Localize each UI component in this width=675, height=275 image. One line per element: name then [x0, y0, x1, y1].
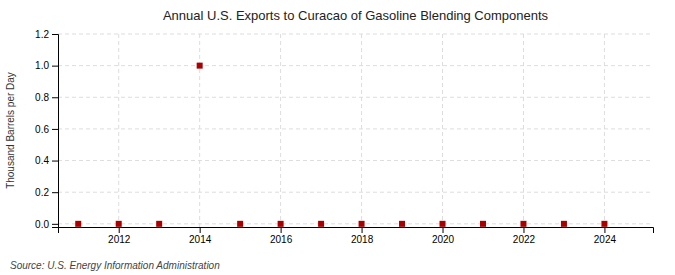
y-tick-label: 0.0	[35, 219, 49, 230]
point	[237, 221, 243, 227]
chart: 2012 2014 2016 2018 2020 2022 2024 0.0 0.2 0.4 0.6…	[0, 0, 675, 275]
y-tick-mark	[52, 97, 58, 98]
y-tick-mark	[52, 34, 58, 35]
point	[440, 221, 446, 227]
source-note: Source: U.S. Energy Information Administ…	[10, 260, 220, 271]
y-tick: 1.0	[35, 60, 58, 71]
x-tick-mark	[200, 227, 201, 233]
y-tick: 0.8	[35, 92, 58, 103]
grid-line	[58, 34, 653, 35]
x-tick: 2016	[270, 227, 293, 245]
y-tick-mark	[52, 224, 58, 225]
x-tick: 2024	[594, 227, 617, 245]
x-axis: 2012 2014 2016 2018 2020 2022 2024	[59, 227, 654, 245]
point	[520, 221, 526, 227]
y-tick: 0.0	[35, 219, 58, 230]
x-tick-mark	[523, 227, 524, 233]
y-axis-title: Thousand Barrels per Day	[5, 72, 16, 189]
x-tick: 2020	[432, 227, 455, 245]
x-tick-label: 2012	[108, 234, 131, 245]
grid-line	[58, 97, 653, 98]
x-tick: 2022	[513, 227, 536, 245]
grid	[58, 34, 653, 227]
point	[399, 221, 405, 227]
point	[480, 221, 486, 227]
x-tick-label: 2014	[189, 234, 212, 245]
point	[561, 221, 567, 227]
grid-line	[280, 34, 281, 227]
x-tick-label: 2020	[432, 234, 455, 245]
x-tick-mark	[443, 227, 444, 233]
y-tick-label: 1.0	[35, 60, 49, 71]
y-tick-mark	[52, 66, 58, 67]
x-tick: 2018	[351, 227, 374, 245]
x-tick-label: 2024	[594, 234, 617, 245]
y-tick-label: 1.2	[35, 29, 49, 40]
point	[116, 221, 122, 227]
grid-line	[118, 34, 119, 227]
x-tick-mark	[362, 227, 363, 233]
grid-line	[58, 192, 653, 193]
y-axis: 0.0 0.2 0.4 0.6 0.8 1.0 1.2	[35, 29, 58, 230]
y-axis-line	[52, 35, 59, 228]
x-tick-label: 2022	[513, 234, 536, 245]
grid-line	[58, 128, 653, 129]
x-tick: 2014	[189, 227, 212, 245]
grid-line	[523, 34, 524, 227]
y-tick-label: 0.8	[35, 92, 49, 103]
grid-line	[58, 65, 653, 66]
x-tick-mark	[119, 227, 120, 233]
y-tick-label: 0.2	[35, 187, 49, 198]
point	[278, 221, 284, 227]
y-tick-mark	[52, 161, 58, 162]
x-axis-line	[59, 228, 654, 234]
x-tick-mark	[281, 227, 282, 233]
y-tick: 0.2	[35, 187, 58, 198]
x-tick-mark	[604, 227, 605, 233]
y-tick-label: 0.4	[35, 155, 49, 166]
point	[359, 221, 365, 227]
grid-line	[361, 34, 362, 227]
y-tick: 0.6	[35, 124, 58, 135]
points	[75, 63, 607, 227]
x-tick-label: 2018	[351, 234, 374, 245]
point	[318, 221, 324, 227]
grid-line	[442, 34, 443, 227]
x-tick: 2012	[108, 227, 131, 245]
grid-line	[58, 160, 653, 161]
title: Annual U.S. Exports to Curacao of Gasoli…	[163, 8, 549, 23]
point	[156, 221, 162, 227]
point	[197, 63, 203, 69]
x-tick-label: 2016	[270, 234, 293, 245]
point	[601, 221, 607, 227]
grid-line	[604, 34, 605, 227]
y-tick-mark	[52, 129, 58, 130]
y-tick: 1.2	[35, 29, 58, 40]
y-tick: 0.4	[35, 155, 58, 166]
y-tick-mark	[52, 192, 58, 193]
point	[75, 221, 81, 227]
y-tick-label: 0.6	[35, 124, 49, 135]
